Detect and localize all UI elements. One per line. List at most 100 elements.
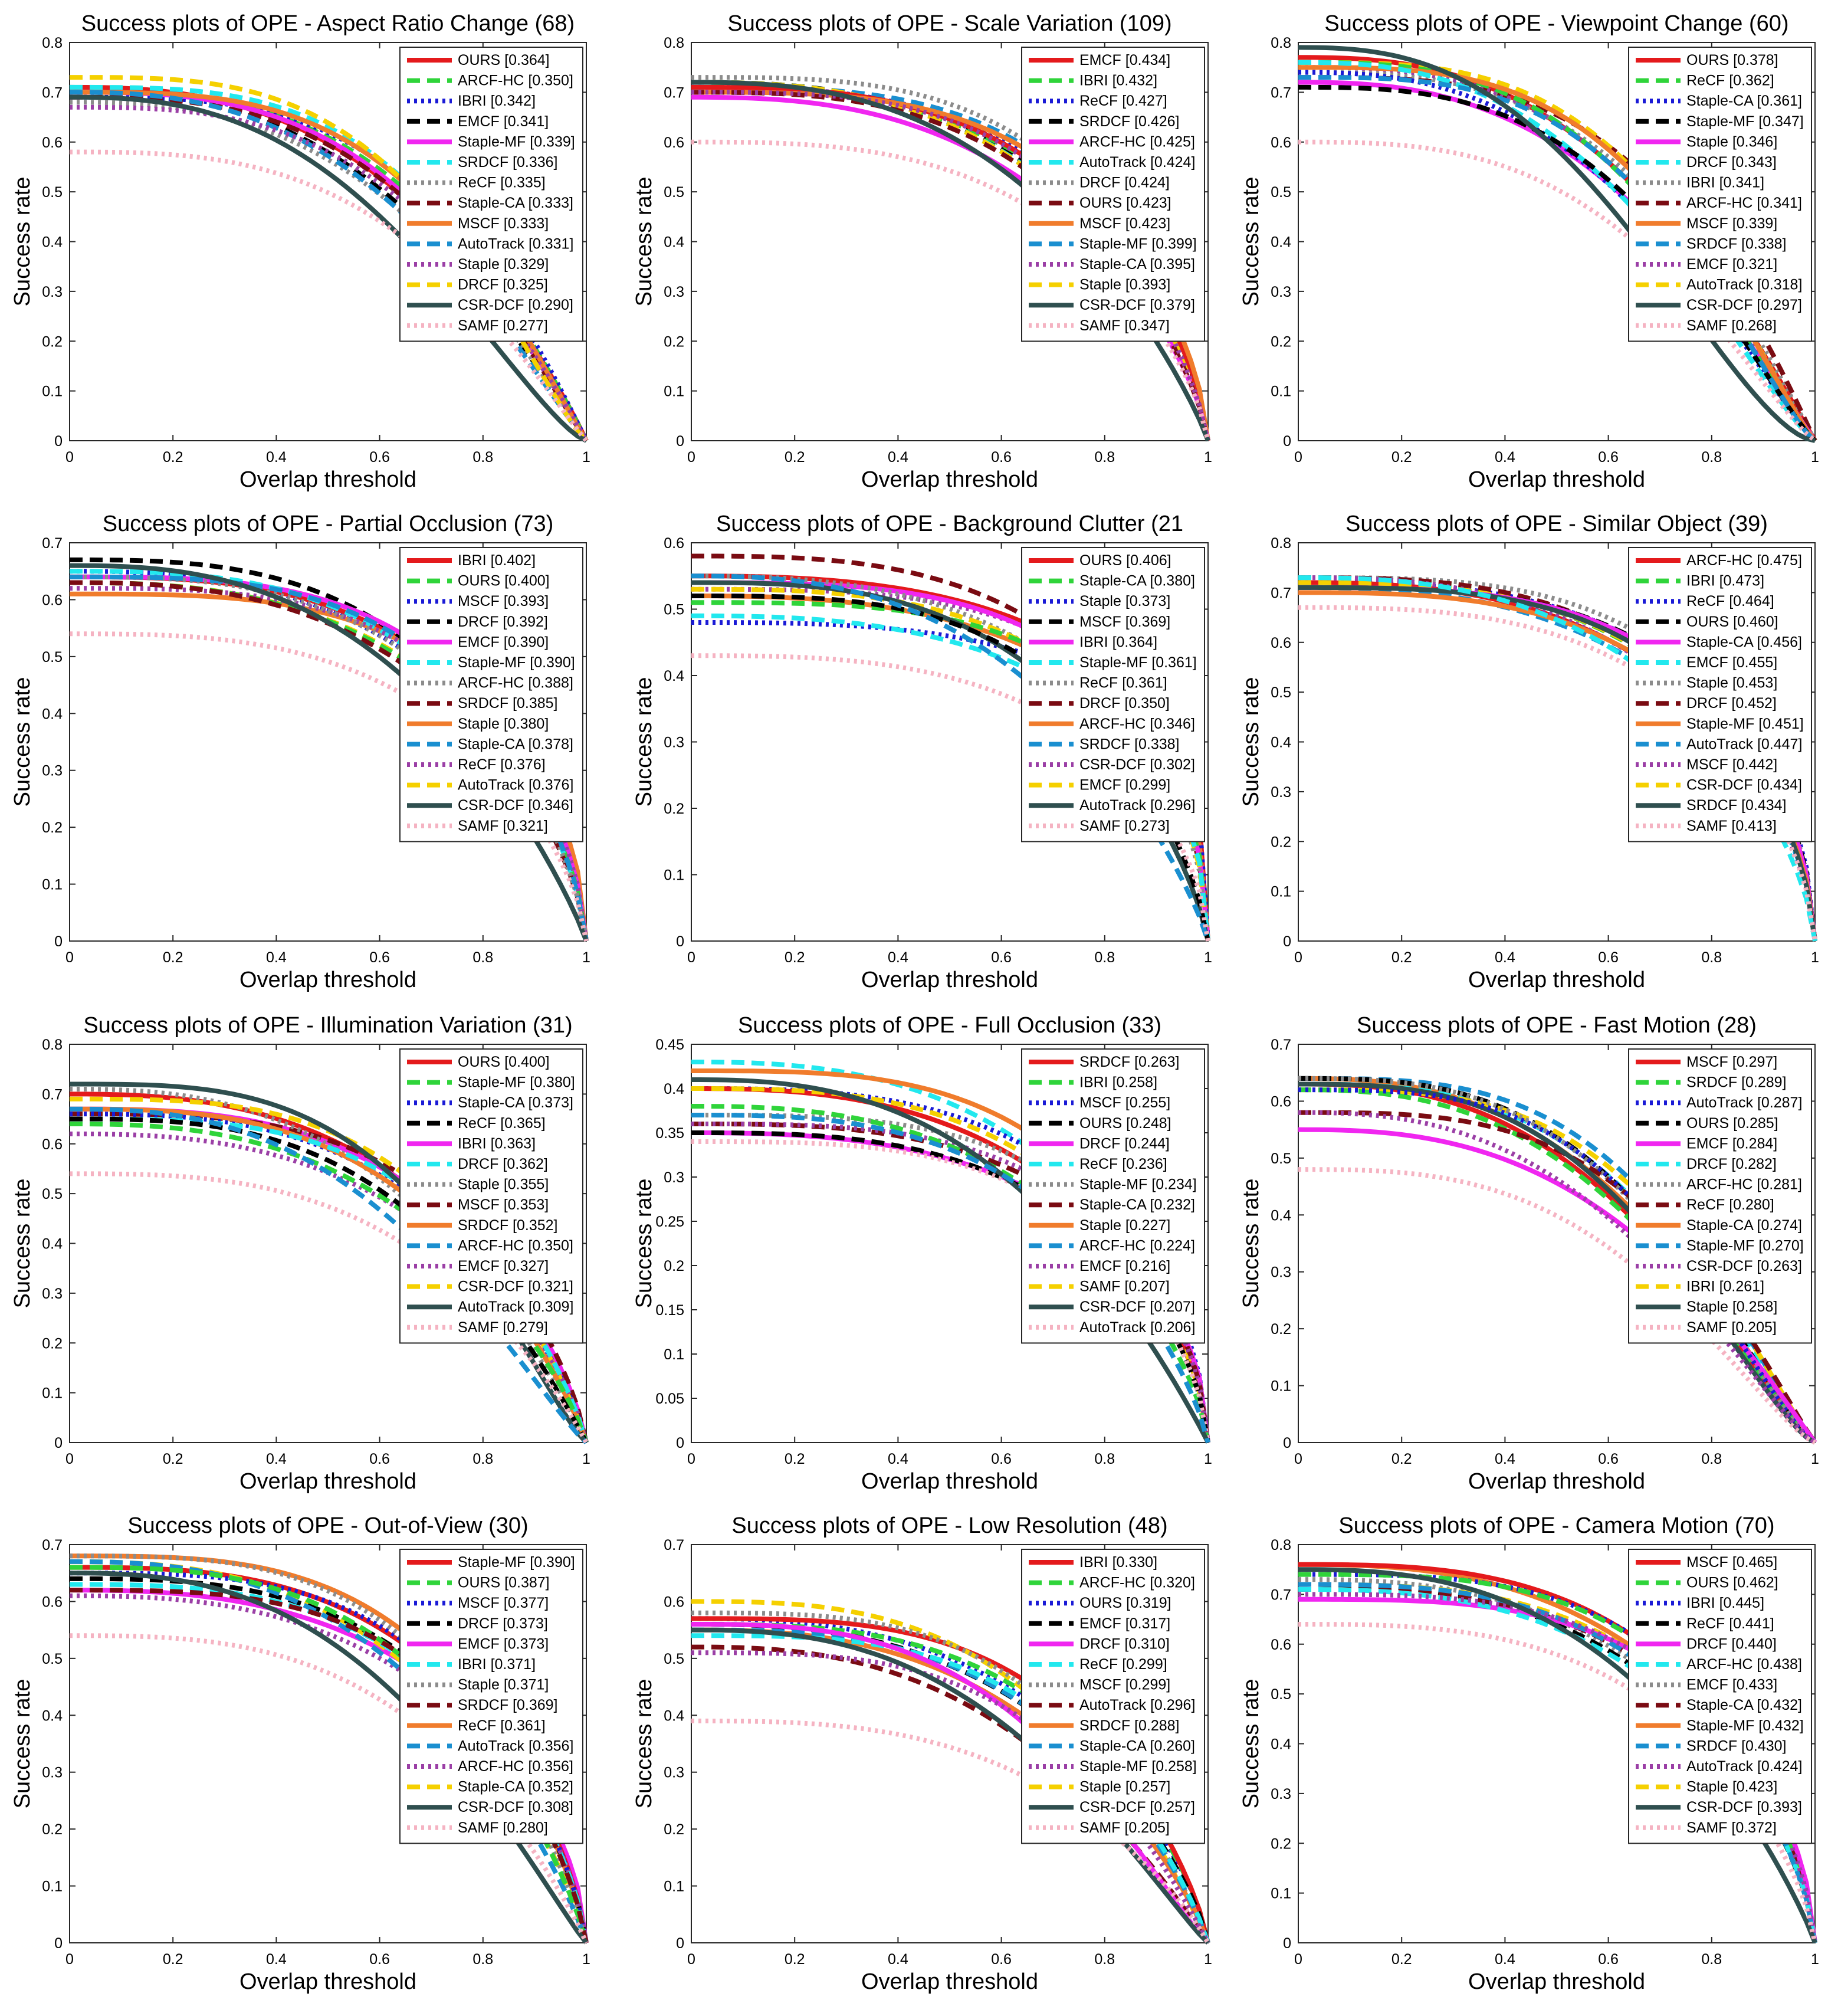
legend-label: SRDCF [0.289] <box>1686 1074 1787 1091</box>
legend-label: ARCF-HC [0.350] <box>458 1237 573 1254</box>
series-line-samf <box>1298 1167 1816 1445</box>
chart-title: Success plots of OPE - Low Resolution (4… <box>731 1513 1167 1538</box>
legend-label: Staple [0.423] <box>1686 1779 1777 1795</box>
x-tick-label: 0 <box>65 1451 74 1467</box>
legend-label: Staple-CA [0.380] <box>1079 573 1195 589</box>
y-tick-label: 0.6 <box>1271 635 1291 651</box>
legend: SRDCF [0.263] IBRI [0.258] MSCF [0.255] OUR… <box>1021 1048 1205 1344</box>
y-axis-label: Success rate <box>10 177 35 307</box>
x-tick-label: 0.4 <box>1495 449 1515 466</box>
legend-label: Staple-MF [0.347] <box>1686 113 1804 130</box>
x-tick-label: 1 <box>1204 1451 1212 1467</box>
series-line-emcf <box>691 594 1210 942</box>
x-tick-label: 1 <box>582 949 590 966</box>
legend: Staple-MF [0.390] OURS [0.387] MSCF [0.377… <box>399 1549 583 1844</box>
legend-box <box>1628 547 1812 843</box>
legend-label: Staple-MF [0.390] <box>458 654 575 671</box>
legend-label: OURS [0.248] <box>1079 1115 1171 1132</box>
series-line-srdcf <box>691 613 1210 942</box>
y-tick-label: 0.3 <box>42 1286 63 1302</box>
legend-label: SRDCF [0.385] <box>458 695 558 712</box>
chart-title: Success plots of OPE - Out-of-View (30) <box>127 1513 528 1538</box>
legend-label: ReCF [0.362] <box>1686 73 1774 89</box>
panel-partial-occlusion-73: Success plots of OPE - Partial Occlusion… <box>10 512 590 992</box>
legend-label: ReCF [0.280] <box>1686 1197 1774 1213</box>
legend: EMCF [0.434] IBRI [0.432] ReCF [0.427] SRDC… <box>1021 47 1205 342</box>
x-tick-label: 0 <box>687 449 695 466</box>
legend-label: DRCF [0.325] <box>458 277 548 293</box>
y-tick-label: 0.6 <box>42 135 63 151</box>
series-line-staple <box>70 586 589 942</box>
legend-label: SAMF [0.277] <box>458 317 548 334</box>
x-tick-label: 0.2 <box>785 949 805 966</box>
x-tick-label: 0.2 <box>1391 949 1412 966</box>
x-tick-label: 0.8 <box>472 949 493 966</box>
legend-label: Staple-MF [0.258] <box>1079 1758 1197 1775</box>
legend-label: IBRI [0.342] <box>458 93 536 109</box>
x-tick-label: 0.4 <box>888 449 908 466</box>
legend-label: ReCF [0.361] <box>458 1717 546 1734</box>
y-tick-label: 0.25 <box>655 1214 684 1230</box>
legend-label: Staple-MF [0.451] <box>1686 716 1804 732</box>
legend-label: AutoTrack [0.424] <box>1686 1758 1802 1775</box>
series-line-staple <box>1298 1110 1817 1445</box>
x-axis-label: Overlap threshold <box>239 968 416 992</box>
legend-label: Staple [0.258] <box>1686 1299 1777 1315</box>
legend-label: IBRI [0.364] <box>1079 634 1157 650</box>
y-tick-label: 0.4 <box>1271 735 1291 751</box>
y-axis-label: Success rate <box>632 1679 657 1809</box>
chart-title: Success plots of OPE - Full Occlusion (3… <box>738 1013 1161 1038</box>
legend-label: ReCF [0.236] <box>1079 1156 1167 1172</box>
series-line-ibri <box>691 620 1210 942</box>
legend-label: SAMF [0.280] <box>458 1820 548 1836</box>
legend-label: IBRI [0.445] <box>1686 1595 1764 1611</box>
series-line-ibri <box>1298 1087 1817 1445</box>
y-axis-label: Success rate <box>1239 177 1263 307</box>
legend-label: DRCF [0.343] <box>1686 154 1777 171</box>
legend-label: Staple-CA [0.373] <box>458 1094 573 1111</box>
legend-label: ReCF [0.376] <box>458 756 546 773</box>
panel-full-occlusion-33: Success plots of OPE - Full Occlusion (3… <box>632 1013 1212 1494</box>
y-tick-label: 0.2 <box>42 333 63 350</box>
x-tick-label: 0.6 <box>1598 449 1619 466</box>
y-tick-label: 0.3 <box>42 1765 63 1781</box>
series-line-autotrack <box>70 574 589 942</box>
y-tick-label: 0 <box>54 433 63 450</box>
legend-label: ARCF-HC [0.425] <box>1079 133 1195 150</box>
y-tick-label: 0.6 <box>1271 1093 1291 1110</box>
x-tick-label: 0.2 <box>785 449 805 466</box>
x-tick-label: 0.4 <box>266 449 287 466</box>
legend-label: Staple-MF [0.380] <box>458 1074 575 1091</box>
legend-label: CSR-DCF [0.290] <box>458 297 573 313</box>
legend-label: IBRI [0.432] <box>1079 73 1157 89</box>
legend-label: SAMF [0.273] <box>1079 818 1170 834</box>
x-tick-label: 0 <box>687 949 695 966</box>
y-tick-label: 0 <box>54 933 63 950</box>
legend-label: SAMF [0.207] <box>1079 1279 1170 1295</box>
y-tick-label: 0.5 <box>664 184 684 201</box>
legend-label: ARCF-HC [0.475] <box>1686 552 1802 569</box>
legend-label: AutoTrack [0.287] <box>1686 1094 1802 1111</box>
legend-label: DRCF [0.373] <box>458 1615 548 1632</box>
legend-label: CSR-DCF [0.434] <box>1686 777 1802 794</box>
series-line-arcf-hc <box>1298 1087 1817 1444</box>
chart-title: Success plots of OPE - Illumination Vari… <box>83 1013 572 1038</box>
y-tick-label: 0.1 <box>1271 884 1291 900</box>
legend-label: CSR-DCF [0.302] <box>1079 756 1195 773</box>
legend-label: EMCF [0.327] <box>458 1258 549 1274</box>
legend-label: AutoTrack [0.296] <box>1079 1697 1195 1713</box>
y-tick-label: 0.4 <box>664 668 684 684</box>
legend-label: Staple-CA [0.274] <box>1686 1217 1802 1234</box>
chart-title: Success plots of OPE - Camera Motion (70… <box>1338 1513 1774 1538</box>
x-tick-label: 0.8 <box>1701 449 1722 466</box>
y-tick-label: 0.6 <box>664 1594 684 1610</box>
series-line-csr-dcf <box>1298 45 1816 443</box>
legend-label: CSR-DCF [0.346] <box>458 797 573 814</box>
legend-label: SRDCF [0.336] <box>458 154 558 171</box>
x-axis-label: Overlap threshold <box>239 1469 416 1494</box>
series-line-ibri <box>70 1571 589 1943</box>
panel-similar-object-39: Success plots of OPE - Similar Object (3… <box>1239 512 1819 992</box>
legend-label: ARCF-HC [0.281] <box>1686 1176 1802 1193</box>
legend-label: EMCF [0.390] <box>458 634 549 650</box>
